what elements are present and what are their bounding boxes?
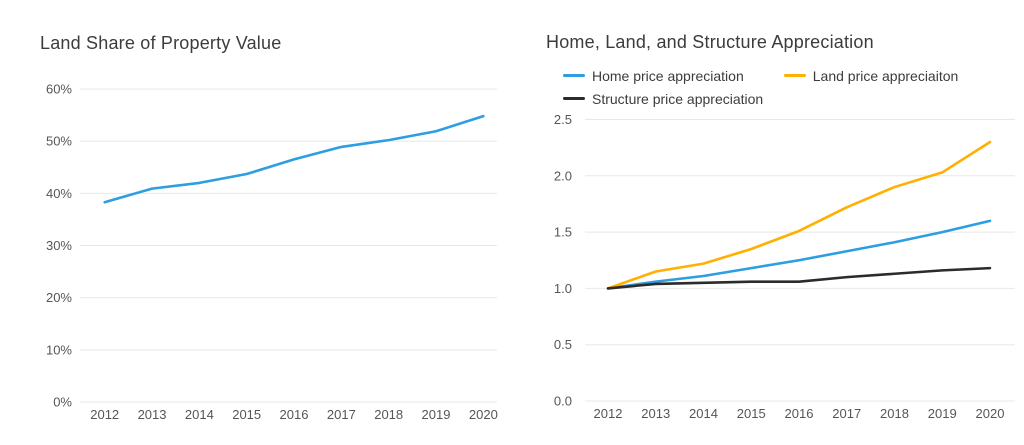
x-tick-label: 2012 (594, 406, 623, 421)
x-tick-label: 2012 (90, 407, 119, 422)
y-tick-label: 2.5 (554, 112, 572, 127)
x-tick-label: 2019 (928, 406, 957, 421)
x-tick-label: 2018 (880, 406, 909, 421)
legend-label: Structure price appreciation (592, 90, 764, 107)
series-line-structure-price-appreciation (606, 266, 992, 290)
x-tick-label: 2013 (641, 406, 670, 421)
x-tick-label: 2015 (232, 407, 261, 422)
x-tick-label: 2018 (374, 407, 403, 422)
x-tick-label: 2013 (138, 407, 167, 422)
appreciation-chart-canvas: 0.0 0.5 1.0 1.5 2.0 2.5 2012 2013 2014 2015 2016 20… (554, 112, 1015, 421)
legend-item: Land price appreciaiton (783, 66, 959, 85)
y-tick-label: 20% (46, 290, 72, 305)
appreciation-chart-title: Home, Land, and Structure Appreciation (546, 32, 874, 52)
x-tick-label: 2017 (327, 407, 356, 422)
series-line-land-share-of-property-value (103, 114, 485, 204)
land-share-chart-title: Land Share of Property Value (40, 33, 282, 53)
x-tick-label: 2017 (832, 406, 861, 421)
y-tick-label: 0% (53, 395, 72, 410)
y-tick-label: 1.5 (554, 225, 572, 240)
y-tick-label: 50% (46, 134, 72, 149)
appreciation-legend: Home price appreciation Land price apprec… (563, 66, 1024, 108)
appreciation-chart: Home, Land, and Structure Appreciation H… (520, 0, 1024, 445)
land-share-chart-canvas: 0% 10% 20% 30% 40% 50% 60% 2012 2013 2014 2015 2016… (46, 82, 498, 423)
y-tick-label: 10% (46, 342, 72, 357)
legend-item: Home price appreciation (563, 66, 744, 85)
x-tick-label: 2015 (737, 406, 766, 421)
x-tick-label: 2019 (422, 407, 451, 422)
y-tick-label: 1.0 (554, 281, 572, 296)
x-tick-label: 2016 (785, 406, 814, 421)
x-tick-label: 2014 (689, 406, 718, 421)
y-tick-label: 60% (46, 82, 72, 97)
legend-swatch (563, 97, 585, 100)
legend-item: Structure price appreciation (563, 89, 763, 108)
legend-swatch (783, 74, 806, 77)
legend-swatch (563, 74, 585, 77)
y-tick-label: 0.5 (554, 337, 572, 352)
series-line-home-price-appreciation (606, 219, 992, 290)
y-tick-label: 30% (46, 238, 72, 253)
y-tick-label: 40% (46, 186, 72, 201)
x-tick-label: 2014 (185, 407, 214, 422)
legend-label: Home price appreciation (592, 67, 744, 84)
x-tick-label: 2016 (280, 407, 309, 422)
x-tick-label: 2020 (976, 406, 1005, 421)
series-line-land-price-appreciaiton (606, 140, 992, 290)
y-tick-label: 0.0 (554, 394, 572, 409)
y-tick-label: 2.0 (554, 168, 572, 183)
land-share-chart: Land Share of Property Value 0% 10% 20% 30%… (40, 33, 498, 423)
legend-label: Land price appreciaiton (812, 67, 959, 84)
x-tick-label: 2020 (469, 407, 498, 422)
